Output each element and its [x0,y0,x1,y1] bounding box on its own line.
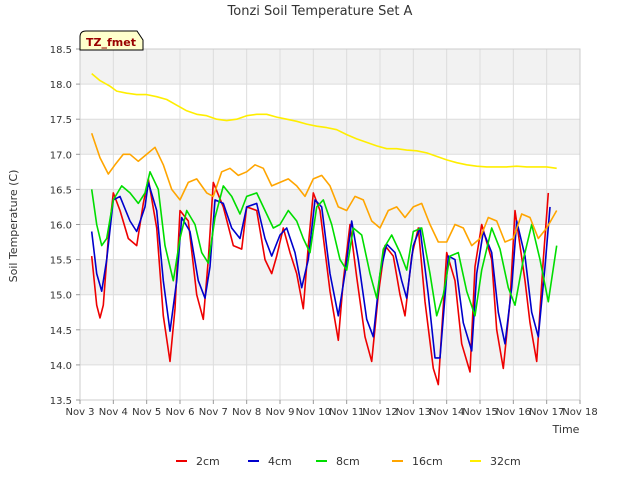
x-tick-label: Nov 18 [562,407,597,418]
x-tick-label: Nov 7 [199,407,228,418]
y-tick-label: 15.0 [50,291,72,302]
legend-label: 16cm [412,455,443,468]
x-tick-label: Nov 10 [296,407,331,418]
x-axis: Nov 3 Nov 4 Nov 5 Nov 6 Nov 7 Nov 8 Nov 9 Nov 1… [65,400,598,418]
x-tick-label: Nov 12 [362,407,397,418]
x-tick-label: Nov 9 [265,407,294,418]
x-tick-label: Nov 5 [132,407,161,418]
y-tick-label: 18.5 [50,45,72,56]
chart-title: Tonzi Soil Temperature Set A [227,4,413,19]
y-tick-label: 13.5 [50,396,72,407]
grid-band [80,119,580,155]
legend: 2cm 4cm 8cm 16cm 32cm [176,455,521,468]
series-line-4cm [90,181,551,359]
y-tick-label: 16.0 [50,221,72,232]
x-tick-label: Nov 13 [396,407,431,418]
y-tick-label: 17.0 [50,150,72,161]
x-axis-label: Time [552,423,580,436]
legend-label: 2cm [196,455,220,468]
series-line-32cm [91,72,557,170]
series-line-2cm [90,178,550,386]
grid-band [80,329,580,365]
series-group [90,72,558,386]
legend-label: 8cm [336,455,360,468]
y-axis-label: Soil Temperature (C) [7,170,20,283]
legend-label: 32cm [490,455,521,468]
y-tick-label: 17.5 [50,115,72,126]
y-tick-label: 18.0 [50,80,72,91]
annotation-box: TZ_fmet [79,30,144,51]
x-tick-label: Nov 17 [529,407,564,418]
x-tick-label: Nov 8 [232,407,261,418]
x-tick-label: Nov 3 [65,407,94,418]
legend-label: 4cm [268,455,292,468]
x-tick-label: Nov 14 [429,407,464,418]
annotation-label: TZ_fmet [86,36,136,49]
x-tick-label: Nov 4 [99,407,128,418]
y-axis: 13.5 14.0 14.5 15.0 15.5 16.0 16.5 17.0 17.5 18.0… [50,45,80,407]
y-tick-label: 15.5 [50,256,72,267]
x-tick-label: Nov 6 [165,407,194,418]
y-tick-label: 14.0 [50,361,72,372]
x-tick-label: Nov 16 [496,407,531,418]
x-tick-label: Nov 15 [462,407,497,418]
grid-band [80,49,580,85]
series-line-8cm [90,171,558,317]
y-tick-label: 14.5 [50,326,72,337]
y-tick-label: 16.5 [50,185,72,196]
series-line-16cm [90,132,558,247]
x-tick-label: Nov 11 [329,407,364,418]
